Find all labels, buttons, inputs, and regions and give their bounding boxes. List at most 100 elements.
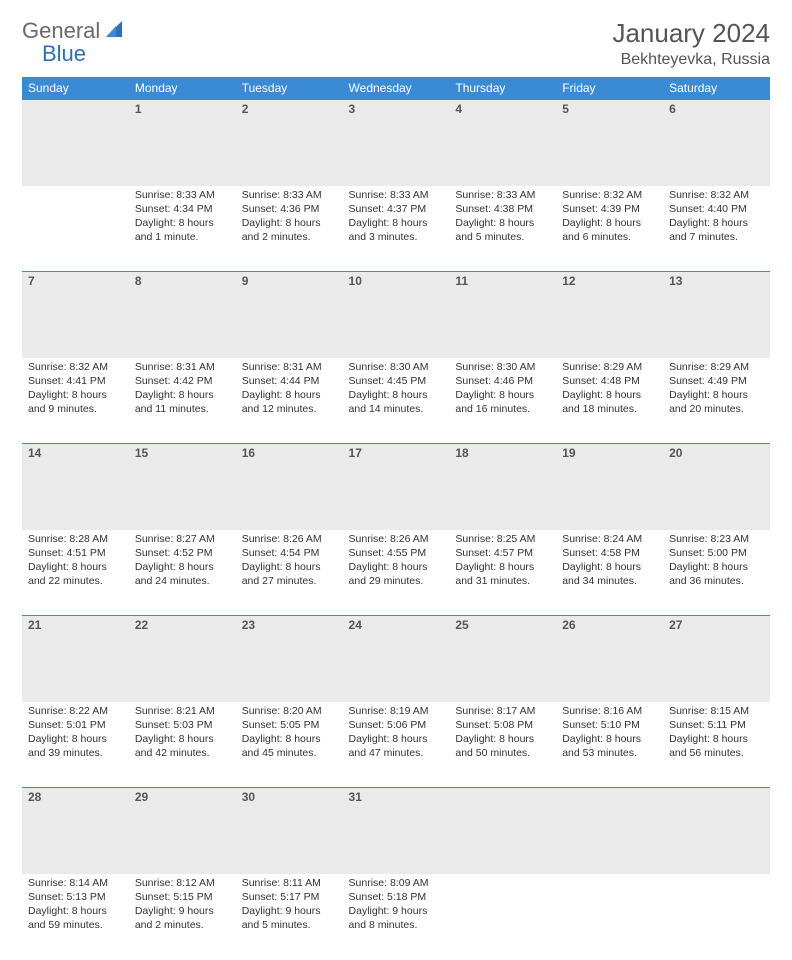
day-number-cell: 9	[236, 272, 343, 358]
sunset-text: Sunset: 4:46 PM	[455, 374, 550, 388]
sunrise-text: Sunrise: 8:30 AM	[455, 360, 550, 374]
sunset-text: Sunset: 4:57 PM	[455, 546, 550, 560]
sunset-text: Sunset: 4:45 PM	[349, 374, 444, 388]
day-number	[22, 100, 129, 104]
sunset-text: Sunset: 5:05 PM	[242, 718, 337, 732]
sunrise-text: Sunrise: 8:28 AM	[28, 532, 123, 546]
daylight-text: Daylight: 8 hours and 47 minutes.	[349, 732, 444, 760]
sunset-text: Sunset: 4:51 PM	[28, 546, 123, 560]
daylight-text: Daylight: 8 hours and 34 minutes.	[562, 560, 657, 588]
day-number: 25	[449, 616, 556, 634]
sunrise-text: Sunrise: 8:31 AM	[242, 360, 337, 374]
day-number-cell	[22, 100, 129, 186]
day-cell	[22, 186, 129, 272]
sunset-text: Sunset: 4:54 PM	[242, 546, 337, 560]
sunrise-text: Sunrise: 8:32 AM	[669, 188, 764, 202]
sunset-text: Sunset: 5:11 PM	[669, 718, 764, 732]
daylight-text: Daylight: 9 hours and 2 minutes.	[135, 904, 230, 932]
day-cell-body: Sunrise: 8:14 AMSunset: 5:13 PMDaylight:…	[22, 874, 129, 939]
weekday-sun: Sunday	[22, 77, 129, 100]
sunset-text: Sunset: 4:48 PM	[562, 374, 657, 388]
day-cell-body: Sunrise: 8:11 AMSunset: 5:17 PMDaylight:…	[236, 874, 343, 939]
day-cell: Sunrise: 8:33 AMSunset: 4:38 PMDaylight:…	[449, 186, 556, 272]
title-block: January 2024 Bekhteyevka, Russia	[612, 18, 770, 69]
day-number: 24	[343, 616, 450, 634]
day-number-cell: 2	[236, 100, 343, 186]
day-number-cell: 20	[663, 444, 770, 530]
day-number: 15	[129, 444, 236, 462]
day-number-cell: 12	[556, 272, 663, 358]
sunrise-text: Sunrise: 8:12 AM	[135, 876, 230, 890]
sunrise-text: Sunrise: 8:32 AM	[28, 360, 123, 374]
daylight-text: Daylight: 8 hours and 36 minutes.	[669, 560, 764, 588]
day-cell: Sunrise: 8:29 AMSunset: 4:49 PMDaylight:…	[663, 358, 770, 444]
day-cell-body: Sunrise: 8:09 AMSunset: 5:18 PMDaylight:…	[343, 874, 450, 939]
sunrise-text: Sunrise: 8:11 AM	[242, 876, 337, 890]
day-cell-body: Sunrise: 8:28 AMSunset: 4:51 PMDaylight:…	[22, 530, 129, 595]
day-number: 14	[22, 444, 129, 462]
sunset-text: Sunset: 4:52 PM	[135, 546, 230, 560]
day-number: 28	[22, 788, 129, 806]
daylight-text: Daylight: 8 hours and 29 minutes.	[349, 560, 444, 588]
day-cell-body: Sunrise: 8:33 AMSunset: 4:37 PMDaylight:…	[343, 186, 450, 251]
day-cell-body: Sunrise: 8:24 AMSunset: 4:58 PMDaylight:…	[556, 530, 663, 595]
day-cell-body: Sunrise: 8:16 AMSunset: 5:10 PMDaylight:…	[556, 702, 663, 767]
daynum-row: 123456	[22, 100, 770, 186]
day-number	[449, 788, 556, 792]
day-cell: Sunrise: 8:26 AMSunset: 4:55 PMDaylight:…	[343, 530, 450, 616]
day-cell: Sunrise: 8:32 AMSunset: 4:41 PMDaylight:…	[22, 358, 129, 444]
weekday-fri: Friday	[556, 77, 663, 100]
day-cell	[449, 874, 556, 960]
daylight-text: Daylight: 8 hours and 16 minutes.	[455, 388, 550, 416]
day-cell: Sunrise: 8:31 AMSunset: 4:42 PMDaylight:…	[129, 358, 236, 444]
day-cell-body: Sunrise: 8:27 AMSunset: 4:52 PMDaylight:…	[129, 530, 236, 595]
daylight-text: Daylight: 8 hours and 20 minutes.	[669, 388, 764, 416]
sunrise-text: Sunrise: 8:24 AM	[562, 532, 657, 546]
day-cell-body: Sunrise: 8:25 AMSunset: 4:57 PMDaylight:…	[449, 530, 556, 595]
weekday-wed: Wednesday	[343, 77, 450, 100]
daylight-text: Daylight: 8 hours and 53 minutes.	[562, 732, 657, 760]
day-cell: Sunrise: 8:15 AMSunset: 5:11 PMDaylight:…	[663, 702, 770, 788]
week-row: Sunrise: 8:28 AMSunset: 4:51 PM Daylight:…	[22, 530, 770, 616]
logo-sail-icon	[104, 19, 124, 44]
sunset-text: Sunset: 5:03 PM	[135, 718, 230, 732]
day-number-cell: 14	[22, 444, 129, 530]
day-cell: Sunrise: 8:09 AMSunset: 5:18 PMDaylight:…	[343, 874, 450, 960]
calendar-body: 123456Sunrise: 8:33 AMSunset: 4:34 PMDay…	[22, 100, 770, 960]
sunrise-text: Sunrise: 8:15 AM	[669, 704, 764, 718]
weekday-thu: Thursday	[449, 77, 556, 100]
day-cell	[663, 874, 770, 960]
day-cell: Sunrise: 8:33 AMSunset: 4:37 PMDaylight:…	[343, 186, 450, 272]
month-title: January 2024	[612, 18, 770, 49]
day-cell-body: Sunrise: 8:31 AMSunset: 4:42 PMDaylight:…	[129, 358, 236, 423]
day-cell-body: Sunrise: 8:29 AMSunset: 4:48 PMDaylight:…	[556, 358, 663, 423]
daylight-text: Daylight: 8 hours and 6 minutes.	[562, 216, 657, 244]
day-number: 17	[343, 444, 450, 462]
daylight-text: Daylight: 8 hours and 50 minutes.	[455, 732, 550, 760]
day-number: 31	[343, 788, 450, 806]
daynum-row: 28293031	[22, 788, 770, 874]
day-number-cell: 29	[129, 788, 236, 874]
day-cell-body: Sunrise: 8:30 AMSunset: 4:45 PMDaylight:…	[343, 358, 450, 423]
day-number: 30	[236, 788, 343, 806]
day-cell: Sunrise: 8:24 AMSunset: 4:58 PMDaylight:…	[556, 530, 663, 616]
day-number: 10	[343, 272, 450, 290]
sunset-text: Sunset: 5:01 PM	[28, 718, 123, 732]
sunset-text: Sunset: 4:38 PM	[455, 202, 550, 216]
sunset-text: Sunset: 4:49 PM	[669, 374, 764, 388]
daylight-text: Daylight: 8 hours and 24 minutes.	[135, 560, 230, 588]
day-cell: Sunrise: 8:33 AMSunset: 4:34 PMDaylight:…	[129, 186, 236, 272]
sunset-text: Sunset: 5:06 PM	[349, 718, 444, 732]
day-cell-body: Sunrise: 8:29 AMSunset: 4:49 PMDaylight:…	[663, 358, 770, 423]
daylight-text: Daylight: 9 hours and 8 minutes.	[349, 904, 444, 932]
sunrise-text: Sunrise: 8:30 AM	[349, 360, 444, 374]
sunrise-text: Sunrise: 8:20 AM	[242, 704, 337, 718]
day-cell-body: Sunrise: 8:20 AMSunset: 5:05 PMDaylight:…	[236, 702, 343, 767]
daylight-text: Daylight: 8 hours and 39 minutes.	[28, 732, 123, 760]
day-cell: Sunrise: 8:11 AMSunset: 5:17 PMDaylight:…	[236, 874, 343, 960]
day-cell-body: Sunrise: 8:17 AMSunset: 5:08 PMDaylight:…	[449, 702, 556, 767]
day-number: 29	[129, 788, 236, 806]
day-cell-body	[449, 874, 556, 882]
daylight-text: Daylight: 8 hours and 9 minutes.	[28, 388, 123, 416]
day-cell: Sunrise: 8:23 AMSunset: 5:00 PMDaylight:…	[663, 530, 770, 616]
